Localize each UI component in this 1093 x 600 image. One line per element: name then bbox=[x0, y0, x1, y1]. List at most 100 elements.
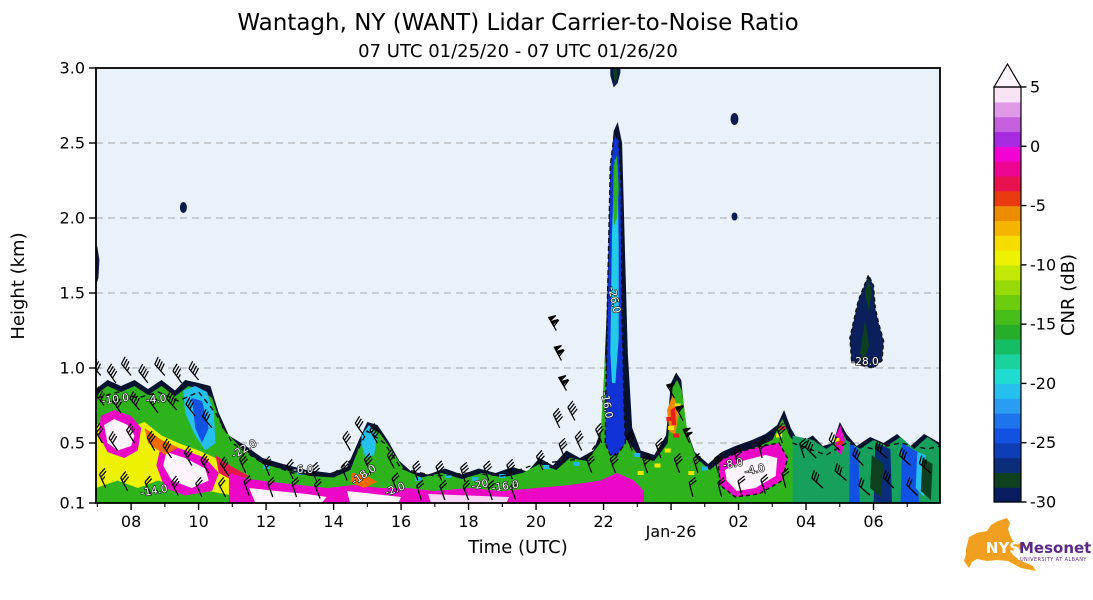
chart-title: Wantagh, NY (WANT) Lidar Carrier-to-Nois… bbox=[237, 10, 798, 36]
right-col-blue1 bbox=[849, 443, 860, 503]
x-tick: 20 bbox=[526, 512, 546, 531]
wind-barb bbox=[416, 479, 425, 501]
colorbar-tick: -5 bbox=[1030, 196, 1046, 215]
wind-barb bbox=[674, 404, 685, 421]
flecks-cyan bbox=[634, 453, 641, 457]
red-arc-1 bbox=[215, 455, 250, 482]
wind-barb bbox=[166, 391, 178, 411]
wind-barb bbox=[552, 407, 564, 429]
contour-label: -4.0 bbox=[145, 393, 166, 407]
wind-barb bbox=[148, 393, 159, 414]
wind-barb bbox=[439, 479, 448, 501]
x-tick: 22 bbox=[593, 512, 613, 531]
wind-barb bbox=[781, 467, 790, 489]
wind-barb bbox=[760, 473, 769, 495]
x-tick: 14 bbox=[323, 512, 343, 531]
wind-barb bbox=[138, 363, 149, 384]
wind-barb bbox=[852, 447, 864, 466]
bump-orange bbox=[350, 473, 378, 488]
wind-barb bbox=[811, 470, 824, 489]
contour-label: -14.0 bbox=[140, 483, 169, 500]
wind-barb bbox=[291, 476, 300, 498]
white-strip-1 bbox=[249, 488, 327, 503]
wind-barb bbox=[918, 455, 932, 474]
wind-barb bbox=[733, 445, 743, 466]
colorbar-tick: -30 bbox=[1030, 493, 1056, 512]
wind-barb bbox=[673, 452, 683, 474]
wind-barb bbox=[874, 440, 888, 459]
y-tick: 1.5 bbox=[60, 284, 85, 303]
cnr-filled-contours bbox=[96, 68, 940, 503]
colorbar-tick: -25 bbox=[1030, 433, 1056, 452]
x-tick: 04 bbox=[796, 512, 816, 531]
wind-barb bbox=[737, 475, 746, 496]
wind-barb bbox=[195, 476, 203, 498]
wind-barb bbox=[188, 360, 200, 381]
wind-barb bbox=[655, 437, 665, 459]
wind-barb bbox=[243, 475, 252, 496]
x-tick: 08 bbox=[121, 512, 141, 531]
wind-barb bbox=[642, 452, 652, 474]
x-tick: 06 bbox=[863, 512, 883, 531]
wind-barb bbox=[834, 462, 847, 481]
contour-label: -16.0 bbox=[491, 479, 520, 495]
flecks-cyan bbox=[472, 477, 479, 481]
plume-green-core bbox=[613, 155, 619, 226]
wind-barb bbox=[201, 408, 213, 429]
wind-barb bbox=[342, 430, 352, 451]
wind-barb bbox=[146, 430, 156, 451]
y-tick: 2.5 bbox=[60, 134, 85, 153]
wind-barb bbox=[858, 477, 871, 496]
wind-barb bbox=[609, 452, 619, 474]
wind-barb bbox=[906, 477, 918, 496]
x-tick: 02 bbox=[728, 512, 748, 531]
plot-background bbox=[96, 68, 940, 503]
contour-label: -10.0 bbox=[101, 392, 130, 408]
colorbar-over-arrow bbox=[992, 62, 1023, 88]
wind-barb bbox=[391, 472, 400, 493]
floating-green-1 bbox=[865, 278, 872, 311]
wind-barb bbox=[172, 363, 183, 384]
wind-barbs bbox=[96, 314, 932, 501]
y-tick: 0.5 bbox=[60, 434, 85, 453]
flecks-red bbox=[673, 433, 680, 438]
wind-barb bbox=[717, 476, 726, 498]
nys-mesonet-logo: NYS Mesonet UNIVERSITY AT ALBANY bbox=[964, 518, 1091, 571]
axes: 08 10 12 14 16 18 20 22 Jan-26 02 04 06 3.0 2.5 2.0 1.5… bbox=[60, 59, 941, 541]
wind-barb bbox=[162, 438, 173, 459]
colorbar-label: CNR (dB) bbox=[1058, 254, 1079, 336]
wind-barb bbox=[828, 432, 841, 451]
right-darkgreen1 bbox=[870, 455, 884, 497]
wind-barb bbox=[120, 471, 130, 492]
colorbar-tick: 0 bbox=[1030, 137, 1040, 156]
wind-barb bbox=[558, 437, 568, 459]
wind-barb bbox=[557, 374, 570, 391]
contour-label: -6.0 bbox=[293, 464, 314, 476]
flecks-red bbox=[836, 441, 843, 445]
wind-barb bbox=[219, 456, 230, 477]
wind-barb bbox=[692, 452, 702, 474]
wind-barb bbox=[129, 390, 140, 411]
y-axis-label: Height (km) bbox=[8, 232, 29, 339]
wind-barb bbox=[506, 458, 516, 480]
wind-barb bbox=[882, 469, 895, 489]
wind-barb bbox=[626, 430, 636, 451]
colorbar-tick: -10 bbox=[1030, 255, 1056, 274]
x-tick: 18 bbox=[458, 512, 478, 531]
wind-barb bbox=[340, 460, 350, 481]
wind-barb bbox=[144, 475, 153, 496]
magenta-strip bbox=[229, 473, 644, 503]
wind-barb bbox=[805, 439, 817, 459]
wind-barb bbox=[200, 453, 210, 474]
wind-barb bbox=[412, 460, 422, 481]
flecks-yellow bbox=[674, 403, 681, 408]
flecks-cyan bbox=[543, 465, 550, 469]
wind-barb bbox=[185, 396, 196, 417]
wind-barb bbox=[98, 467, 107, 489]
flecks-yellow bbox=[654, 463, 661, 468]
wind-barb bbox=[108, 430, 119, 451]
contour-label: -16.0 bbox=[598, 391, 615, 420]
contour-label: -8.0 bbox=[722, 456, 744, 471]
floating-blob bbox=[849, 273, 885, 369]
